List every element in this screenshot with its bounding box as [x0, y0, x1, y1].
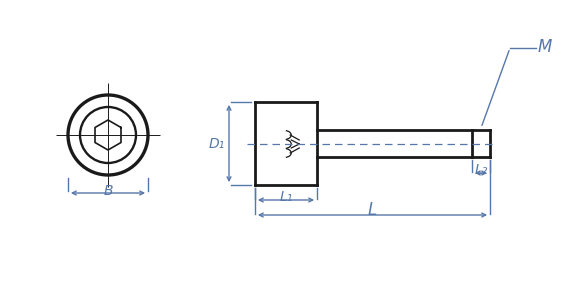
Text: M: M	[538, 38, 552, 56]
Text: L: L	[368, 201, 377, 219]
Text: D₁: D₁	[209, 136, 225, 151]
Text: B: B	[103, 184, 113, 198]
Text: L₁: L₁	[279, 190, 293, 204]
Text: L₂: L₂	[475, 163, 488, 177]
